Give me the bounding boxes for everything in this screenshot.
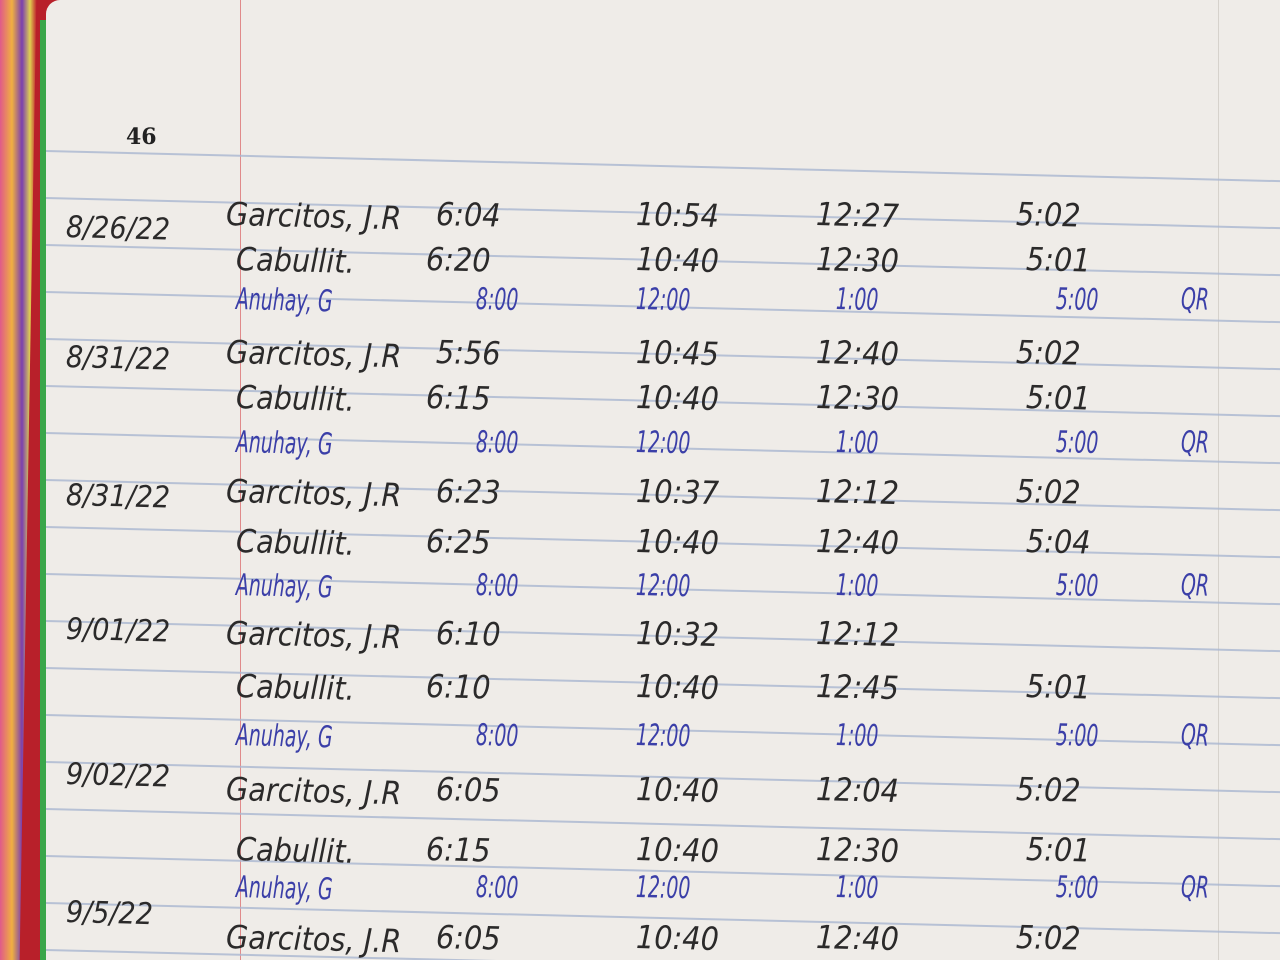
notebook-page: 46 8/26/22 Garcitos, J.R 6:04 10:54 12:27 5:0… [46,0,1280,960]
time-entry: 10:40 [635,770,720,811]
page-edge [1218,0,1219,960]
time-entry: 8:00 [475,568,519,605]
employee-name: Anuhay, G [235,568,334,606]
time-entry: 6:15 [425,378,492,418]
time-entry: 12:30 [815,830,900,871]
time-entry: 12:27 [815,195,900,236]
time-entry: 6:05 [435,770,502,810]
employee-name: Anuhay, G [235,718,334,756]
notebook-edge [40,20,50,960]
time-entry: 5:00 [1055,282,1099,319]
time-entry: 1:00 [835,425,879,462]
employee-name: Garcitos, J.R [225,195,402,238]
initials: QR [1180,282,1210,318]
margin-line [240,0,241,960]
time-entry: 8:00 [475,718,519,755]
time-entry: 5:02 [1015,195,1082,235]
time-entry: 10:40 [635,378,720,419]
time-entry: 12:30 [815,378,900,419]
time-entry: 12:45 [815,667,900,708]
time-entry: 6:25 [425,522,492,562]
time-entry: 6:04 [435,195,502,235]
time-entry: 10:37 [635,472,720,513]
employee-name: Cabullit. [235,830,356,871]
time-entry: 10:40 [635,522,720,563]
time-entry: 10:45 [635,333,720,374]
time-entry: 6:10 [425,667,492,707]
employee-name: Cabullit. [235,522,356,563]
time-entry: 8:00 [475,425,519,462]
time-entry: 10:40 [635,240,720,281]
time-entry: 5:02 [1015,770,1082,810]
initials: QR [1180,718,1210,754]
time-entry: 12:40 [815,522,900,563]
employee-name: Cabullit. [235,667,356,708]
time-entry: 8:00 [475,870,519,907]
time-entry: 5:01 [1025,378,1092,418]
initials: QR [1180,425,1210,461]
time-entry: 10:40 [635,918,720,959]
employee-name: Anuhay, G [235,425,334,463]
ruled-line [46,150,1280,184]
time-entry: 1:00 [835,568,879,605]
time-entry: 10:40 [635,830,720,871]
time-entry: 12:40 [815,333,900,374]
entry-date: 9/5/22 [65,895,154,933]
time-entry: 5:00 [1055,870,1099,907]
time-entry: 5:56 [435,333,502,373]
initials: QR [1180,568,1210,604]
page-number: 46 [126,124,157,150]
time-entry: 6:05 [435,918,502,958]
time-entry: 12:00 [635,568,691,605]
time-entry: 5:02 [1015,333,1082,373]
employee-name: Anuhay, G [235,870,334,908]
employee-name: Garcitos, J.R [225,918,402,960]
time-entry: 5:02 [1015,472,1082,512]
time-entry: 6:10 [435,614,502,654]
time-entry: 6:15 [425,830,492,870]
time-entry: 5:01 [1025,667,1092,707]
entry-date: 9/02/22 [65,757,171,795]
time-entry: 6:20 [425,240,492,280]
entry-date: 8/26/22 [65,210,171,248]
entry-date: 8/31/22 [65,478,171,516]
time-entry: 12:12 [815,614,900,655]
time-entry: 10:54 [635,195,720,236]
time-entry: 5:01 [1025,240,1092,280]
time-entry: 10:32 [635,614,720,655]
employee-name: Anuhay, G [235,282,334,320]
time-entry: 8:00 [475,282,519,319]
time-entry: 5:00 [1055,568,1099,605]
time-entry: 5:00 [1055,425,1099,462]
employee-name: Garcitos, J.R [225,472,402,515]
time-entry: 5:00 [1055,718,1099,755]
time-entry: 1:00 [835,282,879,319]
employee-name: Garcitos, J.R [225,770,402,813]
initials: QR [1180,870,1210,906]
time-entry: 5:01 [1025,830,1092,870]
time-entry: 1:00 [835,718,879,755]
entry-date: 9/01/22 [65,612,171,650]
employee-name: Garcitos, J.R [225,333,402,376]
time-entry: 5:02 [1015,918,1082,958]
time-entry: 12:00 [635,870,691,907]
time-entry: 10:40 [635,667,720,708]
time-entry: 12:40 [815,918,900,959]
employee-name: Cabullit. [235,240,356,281]
time-entry: 6:23 [435,472,502,512]
time-entry: 12:04 [815,770,900,811]
time-entry: 12:12 [815,472,900,513]
time-entry: 12:00 [635,425,691,462]
entry-date: 8/31/22 [65,340,171,378]
time-entry: 12:00 [635,718,691,755]
time-entry: 1:00 [835,870,879,907]
time-entry: 12:00 [635,282,691,319]
employee-name: Cabullit. [235,378,356,419]
employee-name: Garcitos, J.R [225,614,402,657]
time-entry: 5:04 [1025,522,1092,562]
time-entry: 12:30 [815,240,900,281]
